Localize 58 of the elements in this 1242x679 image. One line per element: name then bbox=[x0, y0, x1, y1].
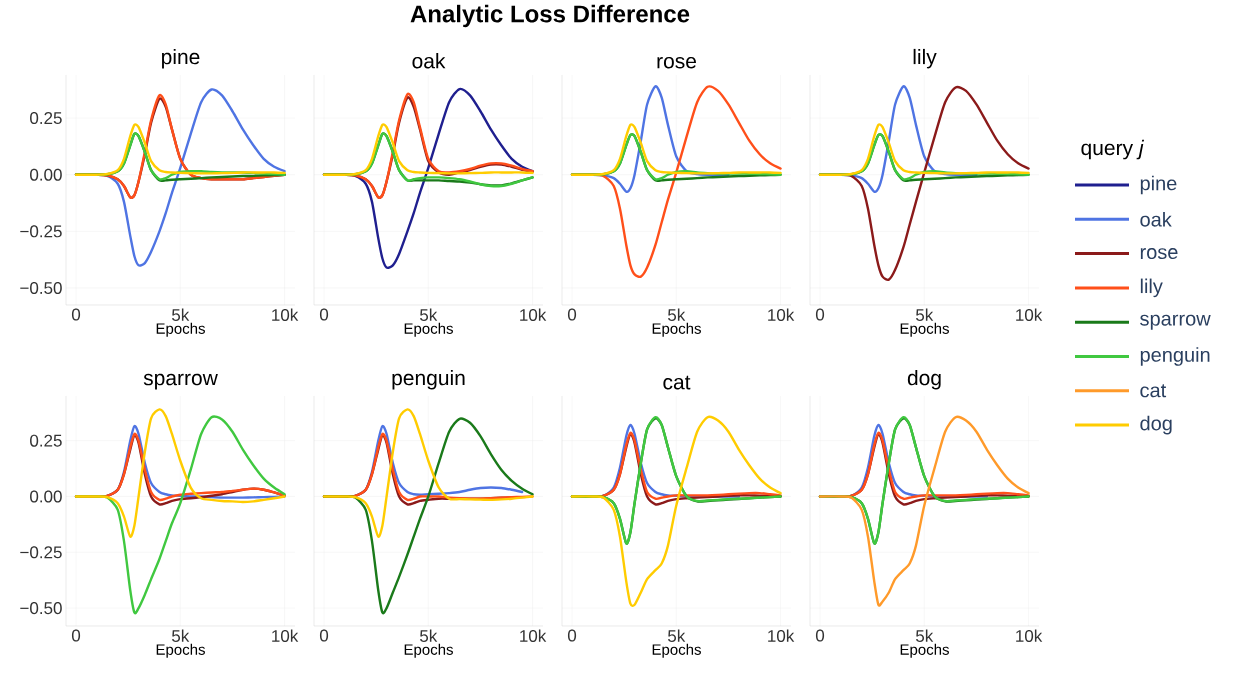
y-tick-label: 0.00 bbox=[30, 490, 62, 503]
chart-title: sparrow bbox=[143, 373, 218, 390]
x-axis-title: Epochs bbox=[652, 643, 701, 658]
x-tick-label: 10k bbox=[768, 629, 795, 643]
chart-title: lily bbox=[913, 48, 937, 69]
x-tick-label: 0 bbox=[319, 629, 329, 642]
y-tick-label: −0.50 bbox=[20, 602, 62, 615]
x-tick-label: 10k bbox=[272, 308, 299, 322]
chart-title: dog bbox=[907, 369, 941, 390]
x-tick-label: 0 bbox=[815, 308, 825, 321]
x-axis-title: Epochs bbox=[900, 322, 949, 337]
text: cat bbox=[1140, 384, 1167, 398]
x-tick-label: 0 bbox=[815, 629, 825, 642]
x-tick-label: 10k bbox=[1016, 629, 1043, 643]
y-tick-label: −0.25 bbox=[20, 546, 62, 559]
legend-label: oak bbox=[1140, 211, 1172, 227]
y-tick-label: 0.25 bbox=[30, 112, 62, 125]
x-tick-label: 10k bbox=[768, 308, 795, 322]
y-tick-label: −0.25 bbox=[20, 225, 62, 238]
x-axis-title: Epochs bbox=[156, 322, 205, 337]
x-tick-label: 0 bbox=[71, 629, 81, 642]
legend-label: dog bbox=[1140, 415, 1172, 435]
x-tick-label: 5k bbox=[172, 308, 190, 322]
chart-title: penguin bbox=[392, 369, 465, 390]
x-tick-label: 5k bbox=[668, 629, 686, 643]
y-tick-label: 0.25 bbox=[30, 434, 62, 447]
x-tick-label: 0 bbox=[567, 629, 577, 642]
x-tick-label: 5k bbox=[172, 629, 190, 643]
x-axis-title: Epochs bbox=[900, 643, 949, 658]
legend-title: query j bbox=[1081, 139, 1145, 160]
x-tick-label: 5k bbox=[915, 629, 934, 643]
x-axis-title: Epochs bbox=[404, 643, 453, 658]
x-tick-label: 10k bbox=[520, 629, 547, 643]
x-tick-label: 0 bbox=[319, 308, 329, 321]
y-tick-label: 0.00 bbox=[30, 168, 62, 181]
x-tick-label: 5k bbox=[420, 308, 438, 322]
chart-title: rose bbox=[657, 56, 696, 69]
chart-title: pine bbox=[162, 48, 200, 69]
x-axis-title: Epochs bbox=[156, 643, 205, 658]
x-tick-label: 5k bbox=[420, 629, 438, 643]
legend-label: penguin bbox=[1140, 347, 1210, 366]
y-tick-label: −0.50 bbox=[20, 281, 62, 295]
legend-label: lily bbox=[1140, 278, 1163, 298]
text: pine bbox=[1140, 175, 1177, 195]
x-tick-label: 5k bbox=[668, 308, 686, 322]
text: Analytic Loss Difference bbox=[410, 4, 690, 28]
x-tick-label: 5k bbox=[915, 308, 934, 322]
chart-title: oak bbox=[412, 53, 446, 69]
x-tick-label: 0 bbox=[71, 308, 81, 321]
chart-title: cat bbox=[663, 375, 691, 390]
legend-label: rose bbox=[1140, 248, 1178, 260]
x-tick-label: 0 bbox=[567, 308, 577, 321]
legend-label: sparrow bbox=[1140, 314, 1211, 330]
x-axis-title: Epochs bbox=[404, 322, 453, 337]
x-axis-title: Epochs bbox=[652, 322, 701, 337]
x-tick-label: 10k bbox=[1016, 308, 1043, 322]
x-tick-label: 10k bbox=[272, 629, 299, 643]
x-tick-label: 10k bbox=[520, 308, 547, 322]
